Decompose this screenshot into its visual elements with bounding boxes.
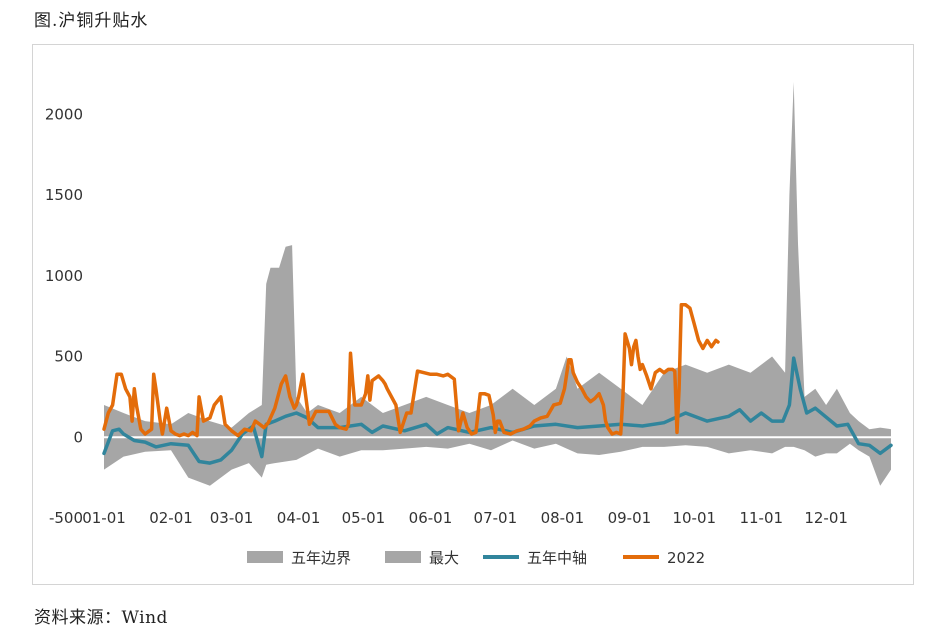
page-title: 图.沪铜升贴水 [34, 11, 149, 31]
y-tick-label: -500 [49, 509, 83, 527]
x-tick-label: 11-01 [739, 509, 783, 527]
y-tick-label: 0 [73, 428, 83, 446]
source-note: 资料来源：Wind [34, 608, 168, 628]
legend: 五年边界 最大 五年中轴 2022 [247, 549, 705, 567]
y-tick-label: 2000 [45, 105, 83, 123]
x-tick-label: 01-01 [82, 509, 126, 527]
series-line-current-year [102, 303, 720, 438]
y-tick-label: 1500 [45, 186, 83, 204]
chart-frame: -500 0 500 1000 1500 2000 01-01 02-01 03-01 04-0… [32, 44, 914, 585]
x-tick-label: 03-01 [210, 509, 254, 527]
legend-label: 五年边界 [291, 549, 351, 567]
legend-swatch [385, 551, 421, 563]
y-tick-label: 1000 [45, 267, 83, 285]
legend-label: 2022 [667, 549, 705, 567]
legend-label: 五年中轴 [527, 549, 587, 567]
x-tick-label: 08-01 [541, 509, 585, 527]
x-tick-label: 04-01 [277, 509, 321, 527]
x-tick-label: 09-01 [608, 509, 652, 527]
series-line-five-year-median [102, 356, 893, 465]
y-tick-label: 500 [54, 348, 83, 366]
copper-basis-chart: -500 0 500 1000 1500 2000 01-01 02-01 03-01 04-0… [45, 82, 893, 567]
x-axis: 01-01 02-01 03-01 04-01 05-01 06-01 07-01 08-01… [82, 509, 848, 527]
x-tick-label: 07-01 [474, 509, 518, 527]
legend-label: 最大 [429, 549, 459, 567]
y-axis: -500 0 500 1000 1500 2000 [45, 105, 83, 527]
series-lines-layer [102, 303, 893, 465]
band-layer [104, 82, 891, 486]
band-area [104, 82, 891, 486]
x-tick-label: 05-01 [342, 509, 386, 527]
legend-swatch [247, 551, 283, 563]
x-tick-label: 02-01 [149, 509, 193, 527]
x-tick-label: 10-01 [672, 509, 716, 527]
x-tick-label: 06-01 [409, 509, 453, 527]
x-tick-label: 12-01 [804, 509, 848, 527]
